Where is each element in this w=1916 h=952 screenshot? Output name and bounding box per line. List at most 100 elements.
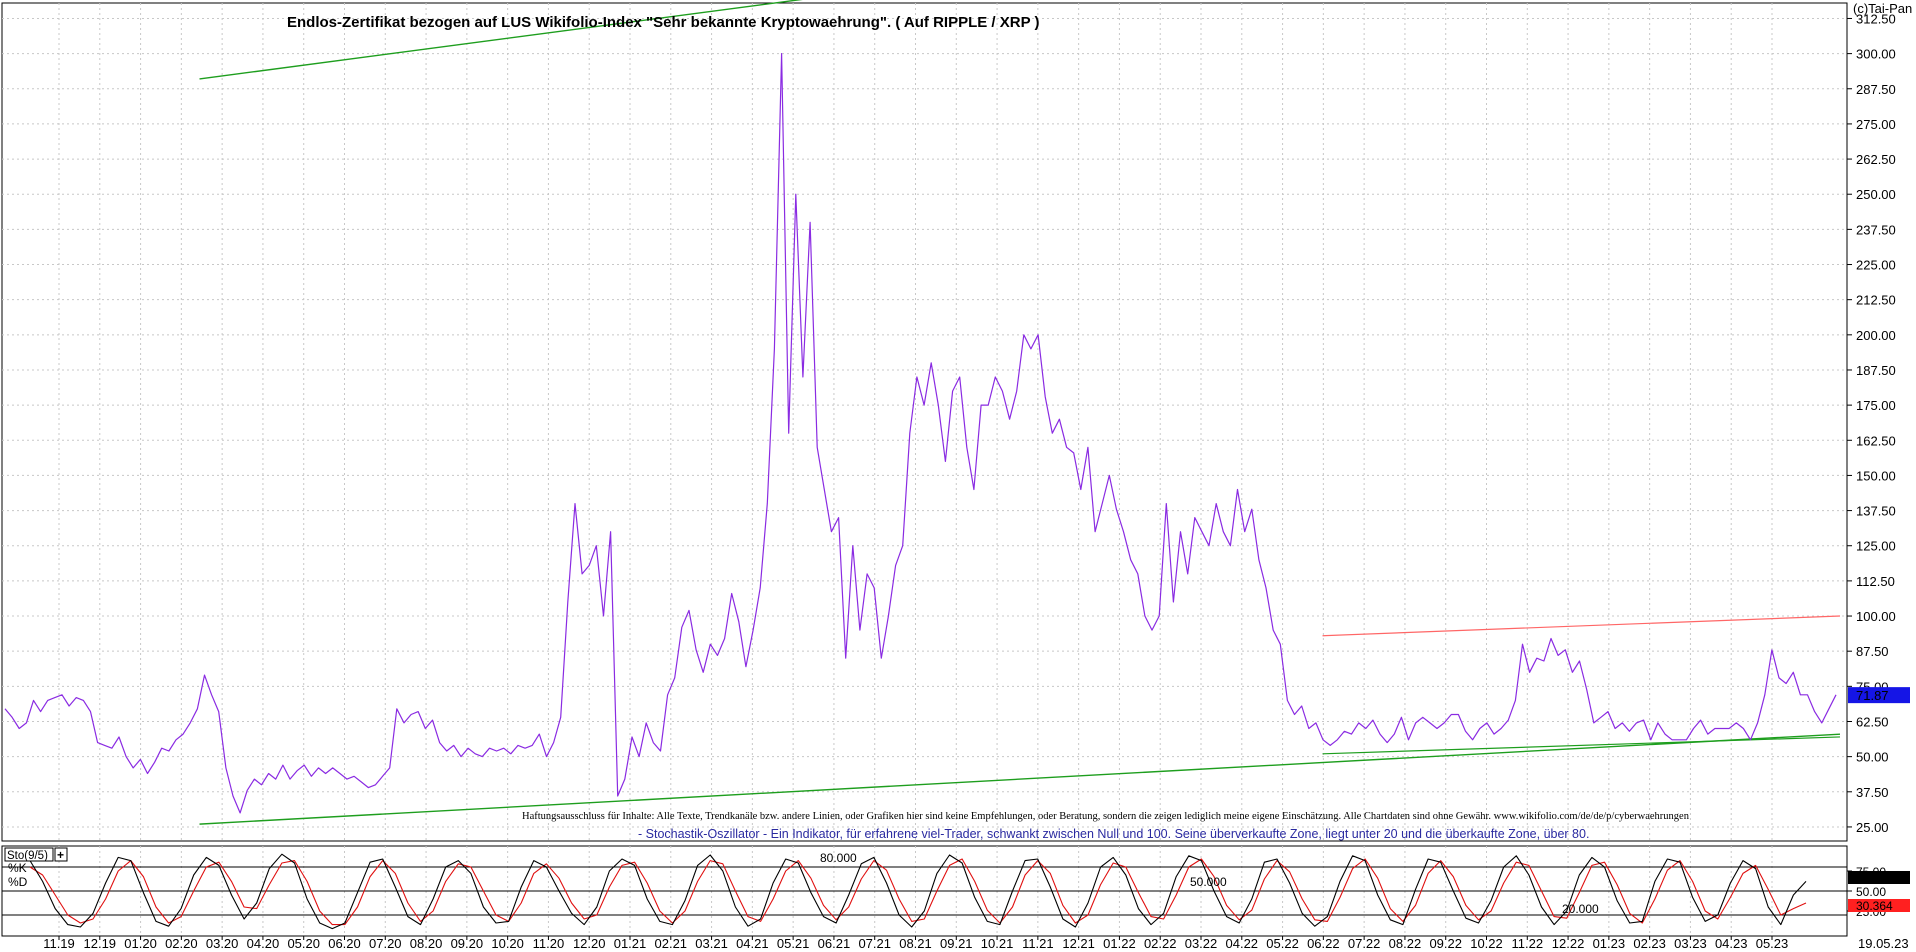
osc-y-tick-label: 50.00 [1856, 885, 1886, 899]
x-tick-label: 05.20 [287, 936, 320, 951]
x-tick-label: 05.22 [1266, 936, 1299, 951]
y-tick-label: 212.50 [1856, 293, 1896, 308]
stoch-d-line [29, 858, 1807, 926]
price-line [4, 53, 1837, 814]
y-tick-label: 262.50 [1856, 152, 1896, 167]
y-tick-label: 312.50 [1856, 11, 1896, 26]
y-tick-label: 287.50 [1856, 82, 1896, 97]
x-tick-label: 12.21 [1062, 936, 1095, 951]
x-tick-label: 02.22 [1144, 936, 1177, 951]
last-value-label: 71.87 [1856, 688, 1889, 703]
indicator-plus-box[interactable] [54, 847, 68, 862]
y-tick-label: 300.00 [1856, 47, 1896, 62]
x-tick-label: 06.21 [818, 936, 851, 951]
x-tick-label: 07.21 [858, 936, 891, 951]
date-end-label: 19.05.23 [1858, 936, 1909, 951]
y-tick-label: 250.00 [1856, 187, 1896, 202]
indicator-name-box [4, 847, 54, 862]
x-tick-label: 11.20 [533, 936, 565, 951]
x-tick-label: 03.20 [206, 936, 239, 951]
main-plot-frame [1, 2, 1848, 842]
main-y-axis: 312.50 300.00 287.50 275.00 262.50 250.00 237.… [1847, 11, 1896, 835]
oscillator-legend: Sto(9/5) + %K %D [4, 847, 68, 889]
x-tick-label: 04.21 [736, 936, 769, 951]
trend-line-upper-channel [199, 0, 803, 80]
last-value-badge: 71.87 [1848, 687, 1910, 704]
oscillator-series [29, 853, 1807, 930]
last-k-badge: 62.32 [1848, 871, 1910, 885]
y-tick-label: 112.50 [1856, 574, 1895, 589]
x-tick-label: 12.19 [84, 936, 117, 951]
y-tick-label: 150.00 [1856, 468, 1896, 483]
y-tick-label: 200.00 [1856, 328, 1896, 343]
x-tick-label: 05.23 [1756, 936, 1789, 951]
trend-line-support [1322, 736, 1841, 755]
x-tick-label: 01.21 [614, 936, 647, 951]
x-tick-label: 04.22 [1226, 936, 1259, 951]
x-tick-label: 12.20 [573, 936, 606, 951]
indicator-name: Sto(9/5) [7, 850, 48, 862]
level-label-upper: 80.000 [820, 851, 857, 865]
x-tick-label: 04.20 [247, 936, 280, 951]
last-d-badge: 30.364 [1848, 899, 1910, 913]
y-tick-label: 25.00 [1856, 820, 1889, 835]
x-tick-label: 01.22 [1103, 936, 1136, 951]
x-tick-label: 08.20 [410, 936, 443, 951]
x-tick-label: 11.21 [1022, 936, 1054, 951]
x-tick-label: 09.20 [451, 936, 484, 951]
x-axis: 11.19 12.19 01.20 02.20 03.20 04.20 05.20 06.20… [43, 936, 1788, 951]
x-tick-label: 02.20 [165, 936, 198, 951]
x-tick-label: 09.22 [1429, 936, 1462, 951]
chart-title: Endlos-Zertifikat bezogen auf LUS Wikifo… [287, 14, 1040, 31]
x-tick-label: 05.21 [777, 936, 810, 951]
x-tick-label: 07.22 [1348, 936, 1381, 951]
level-label-mid: 50.000 [1190, 875, 1227, 889]
price-series [4, 53, 1837, 814]
x-tick-label: 10.22 [1470, 936, 1503, 951]
x-tick-label: 04.23 [1715, 936, 1748, 951]
x-tick-label: 08.22 [1389, 936, 1422, 951]
last-d-badge-bg [1848, 899, 1910, 912]
y-tick-label: 50.00 [1856, 750, 1889, 765]
x-tick-label: 01.20 [124, 936, 157, 951]
y-tick-label: 87.50 [1856, 644, 1889, 659]
y-tick-label: 187.50 [1856, 363, 1896, 378]
y-tick-label: 37.50 [1856, 785, 1889, 800]
x-tick-label: 07.20 [369, 936, 402, 951]
level-label-lower: 20.000 [1562, 902, 1599, 916]
k-legend-label: %K [8, 861, 27, 875]
main-plot: 312.50 300.00 287.50 275.00 262.50 250.00 237.… [1, 0, 1912, 842]
x-tick-label: 10.20 [491, 936, 524, 951]
trend-line-resistance [1322, 615, 1841, 637]
y-tick-label: 62.50 [1856, 714, 1889, 729]
y-tick-label: 162.50 [1856, 433, 1896, 448]
x-tick-label: 12.22 [1552, 936, 1585, 951]
x-tick-label: 06.20 [328, 936, 361, 951]
disclaimer-note: Haftungsausschluss für Inhalte: Alle Tex… [522, 811, 1690, 822]
last-k-badge-bg [1848, 871, 1910, 884]
x-tick-label: 06.22 [1307, 936, 1340, 951]
y-tick-label: 237.50 [1856, 222, 1896, 237]
y-tick-label: 175.00 [1856, 398, 1896, 413]
trend-line-lower-channel [199, 733, 1841, 825]
x-tick-label: 09.21 [940, 936, 973, 951]
x-tick-label: 08.21 [899, 936, 932, 951]
x-tick-label: 01.23 [1593, 936, 1626, 951]
d-legend-label: %D [8, 875, 28, 889]
x-tick-label: 11.22 [1511, 936, 1543, 951]
indicator-plus-label: + [57, 848, 64, 862]
oscillator-description: - Stochastik-Oszillator - Ein Indikator,… [638, 827, 1589, 841]
x-tick-label: 02.23 [1633, 936, 1666, 951]
x-tick-label: 10.21 [981, 936, 1014, 951]
trend-lines [199, 0, 1841, 825]
last-k-label: 62.32 [1856, 871, 1886, 885]
y-tick-label: 137.50 [1856, 504, 1896, 519]
x-tick-label: 02.21 [655, 936, 688, 951]
y-tick-label: 100.00 [1856, 609, 1896, 624]
stoch-k-line [29, 853, 1807, 930]
x-tick-label: 03.22 [1185, 936, 1218, 951]
x-tick-label: 03.23 [1674, 936, 1707, 951]
last-d-label: 30.364 [1856, 899, 1893, 913]
